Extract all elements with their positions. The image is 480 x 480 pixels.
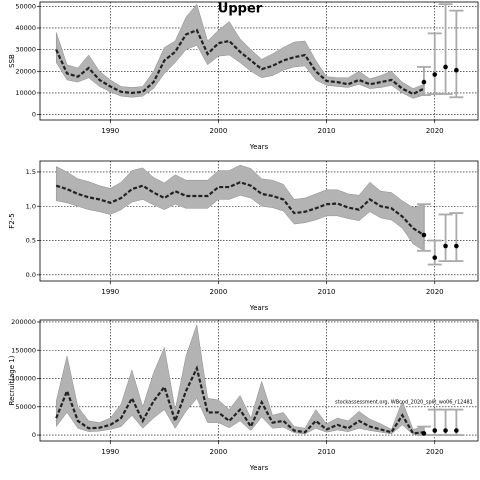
projection-point [454,67,459,73]
plot-frame [39,160,479,282]
y-tick-label: 10000 [15,89,36,97]
confidence-band [55,164,425,252]
confidence-band [55,324,425,435]
estimate-line [55,365,425,435]
y-tick-label: 0 [32,111,36,119]
y-tick-label: 50000 [15,403,36,411]
x-tick-label: 2020 [426,127,444,135]
x-tick-label: 2010 [318,288,336,296]
projection-point [432,72,438,77]
estimate-line [55,28,425,96]
y-tick-label: 1.5 [26,168,36,176]
y-axis-label: F2-5 [8,213,16,228]
x-tick-label: 1990 [101,127,119,135]
x-axis-label: Years [249,464,269,472]
projection-point [443,64,448,70]
y-tick-label: 0.5 [26,237,36,245]
projection-point [443,428,448,433]
projection-point [421,431,427,436]
projection-point [432,255,438,260]
x-tick-label: 2000 [210,448,228,456]
chart-title: Upper [218,2,263,17]
y-tick-label: 150000 [11,346,36,354]
y-tick-label: 100000 [11,375,36,383]
projection-point [454,428,459,433]
x-tick-label: 2020 [426,288,444,296]
x-axis-label: Years [249,143,269,151]
projection-point [432,428,438,433]
y-tick-label: 200000 [11,318,36,326]
projection-point [454,243,459,249]
y-axis-label: SSB [8,54,16,68]
x-tick-label: 2000 [210,288,228,296]
x-tick-label: 2020 [426,448,444,456]
x-axis-label: Years [249,304,269,312]
y-tick-label: 0 [32,431,36,439]
y-tick-label: 1.0 [26,202,36,210]
y-tick-label: 40000 [15,24,36,32]
y-tick-label: 20000 [15,67,36,75]
estimate-line [55,181,425,236]
x-tick-label: 2000 [210,127,228,135]
x-tick-label: 2010 [318,448,336,456]
y-tick-label: 0.0 [26,271,36,279]
x-tick-label: 2010 [318,127,336,135]
y-tick-label: 30000 [15,46,36,54]
y-axis-label: Recruit(age 1) [8,355,16,405]
projection-point [443,243,448,249]
annotation: stockassessment.org, WBcod_2020_split_wo… [335,400,473,406]
projection-point [421,79,427,85]
plot-frame [39,319,479,442]
x-tick-label: 1990 [101,448,119,456]
y-tick-label: 50000 [15,2,36,10]
x-tick-label: 1990 [101,288,119,296]
projection-point [421,232,427,238]
plot-frame [39,1,479,121]
